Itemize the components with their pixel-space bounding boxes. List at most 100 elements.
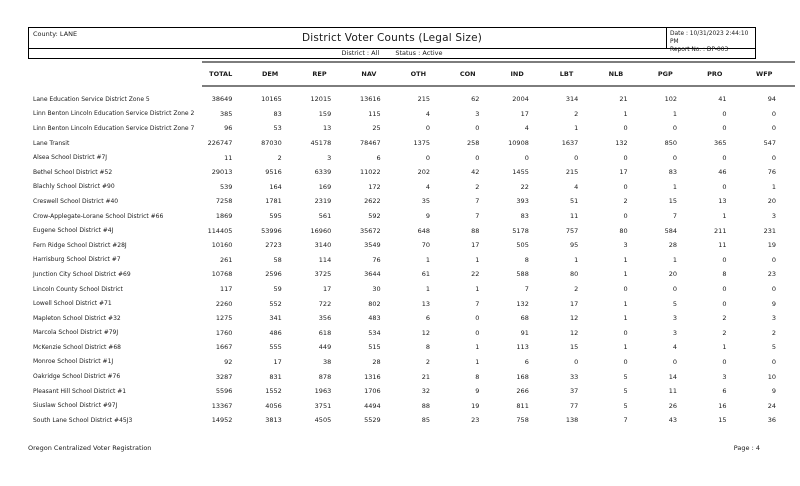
count-cell: 314 xyxy=(565,95,579,104)
count-cell: 20 xyxy=(767,197,776,206)
count-cell: 9 xyxy=(771,387,776,396)
count-cell: 53 xyxy=(273,124,282,133)
table-body: Lane Education Service District Zone 5 38… xyxy=(30,86,795,428)
count-cell: 1 xyxy=(574,255,579,264)
count-cell: 83 xyxy=(668,168,678,177)
count-cell: 385 xyxy=(219,109,233,118)
count-cell: 3549 xyxy=(364,241,381,250)
count-cell: 534 xyxy=(368,328,381,337)
count-cell: 0 xyxy=(623,357,628,366)
table-row: Lincoln County School District 117 59 17 30 1… xyxy=(30,282,795,297)
party-column-header: OTH xyxy=(399,61,450,87)
count-cell: 11 xyxy=(668,387,678,396)
count-cell: 1667 xyxy=(215,343,233,352)
count-cell: 258 xyxy=(467,139,480,148)
count-cell: 3 xyxy=(475,109,480,118)
count-cell: 38649 xyxy=(211,95,233,104)
count-cell: 88 xyxy=(471,226,480,235)
count-cell: 4505 xyxy=(314,416,332,425)
count-cell: 1 xyxy=(475,357,480,366)
count-cell: 3 xyxy=(771,314,776,323)
count-cell: 3 xyxy=(672,328,678,337)
district-name: Crow-Applegate-Lorane School District #6… xyxy=(33,212,164,220)
table-row: Alsea School District #7J 11 2 3 6 0 0 0 0 0 0 0 0 xyxy=(30,150,795,165)
count-cell: 8 xyxy=(524,255,529,264)
count-cell: 0 xyxy=(574,357,579,366)
count-cell: 0 xyxy=(623,212,628,221)
district-name: Eugene School District #4J xyxy=(33,227,114,235)
count-cell: 9 xyxy=(475,387,480,396)
table-row: Fern Ridge School District #28J 10160 2723… xyxy=(30,238,795,253)
count-cell: 552 xyxy=(269,299,282,308)
count-cell: 1 xyxy=(425,255,431,264)
count-cell: 76 xyxy=(767,168,776,177)
count-cell: 0 xyxy=(722,357,727,366)
count-cell: 2004 xyxy=(512,95,529,104)
count-cell: 8 xyxy=(475,372,480,381)
count-cell: 1963 xyxy=(314,387,332,396)
district-filter-label: District : All xyxy=(341,49,380,57)
district-name: Blachly School District #90 xyxy=(33,183,115,191)
count-cell: 38 xyxy=(322,357,332,366)
count-cell: 2 xyxy=(277,153,282,162)
count-cell: 14 xyxy=(668,372,678,381)
count-cell: 17 xyxy=(619,168,628,177)
count-cell: 215 xyxy=(565,168,579,177)
count-cell: 1 xyxy=(623,255,628,264)
count-cell: 6 xyxy=(722,387,727,396)
count-cell: 30 xyxy=(372,285,381,294)
party-column-header: NAV xyxy=(350,61,400,87)
table-row: Oakridge School District #76 3287 831 878 13… xyxy=(30,369,795,384)
count-cell: 35 xyxy=(421,197,431,206)
count-cell: 1 xyxy=(672,255,678,264)
count-cell: 4 xyxy=(524,124,529,133)
count-cell: 22 xyxy=(520,182,529,191)
count-cell: 231 xyxy=(763,226,776,235)
count-cell: 159 xyxy=(318,109,332,118)
count-cell: 17 xyxy=(322,285,332,294)
count-cell: 1 xyxy=(672,109,678,118)
count-cell: 0 xyxy=(672,285,678,294)
count-cell: 13616 xyxy=(359,95,381,104)
count-cell: 0 xyxy=(722,153,727,162)
count-cell: 132 xyxy=(615,139,628,148)
count-cell: 16960 xyxy=(310,226,332,235)
count-cell: 1552 xyxy=(265,387,282,396)
count-cell: 5596 xyxy=(215,387,233,396)
count-cell: 113 xyxy=(516,343,529,352)
count-cell: 0 xyxy=(623,153,628,162)
count-cell: 12 xyxy=(569,314,579,323)
count-cell: 1 xyxy=(475,255,480,264)
report-number: Report No. : DP-003 xyxy=(670,47,729,53)
count-cell: 92 xyxy=(224,357,233,366)
count-cell: 2 xyxy=(722,328,727,337)
district-column-header xyxy=(30,62,202,86)
count-cell: 36 xyxy=(767,416,776,425)
count-cell: 2 xyxy=(722,314,727,323)
count-cell: 3287 xyxy=(215,372,233,381)
count-cell: 2723 xyxy=(265,241,282,250)
count-cell: 588 xyxy=(516,270,529,279)
count-cell: 0 xyxy=(771,285,776,294)
table-row: Pleasant Hill School District #1 5596 1552… xyxy=(30,384,795,399)
county-label: County: LANE xyxy=(33,30,78,38)
party-column-header: WFP xyxy=(745,61,795,87)
count-cell: 1 xyxy=(623,314,628,323)
count-cell: 169 xyxy=(318,182,332,191)
status-filter-label: Status : Active xyxy=(395,49,443,57)
table-row: Mapleton School District #32 1275 341 356 48… xyxy=(30,311,795,326)
count-cell: 0 xyxy=(722,299,727,308)
count-cell: 96 xyxy=(224,124,233,133)
count-cell: 1 xyxy=(475,285,480,294)
count-cell: 0 xyxy=(475,314,480,323)
count-cell: 3 xyxy=(623,241,628,250)
count-cell: 17 xyxy=(273,357,282,366)
count-cell: 0 xyxy=(672,357,678,366)
table-row: Marcola School District #79J 1760 486 618 53… xyxy=(30,326,795,341)
count-cell: 1 xyxy=(425,285,431,294)
district-name: South Lane School District #45J3 xyxy=(33,416,133,424)
count-cell: 1 xyxy=(475,343,480,352)
count-cell: 7 xyxy=(475,197,480,206)
count-cell: 4494 xyxy=(364,401,381,410)
count-cell: 515 xyxy=(368,343,381,352)
